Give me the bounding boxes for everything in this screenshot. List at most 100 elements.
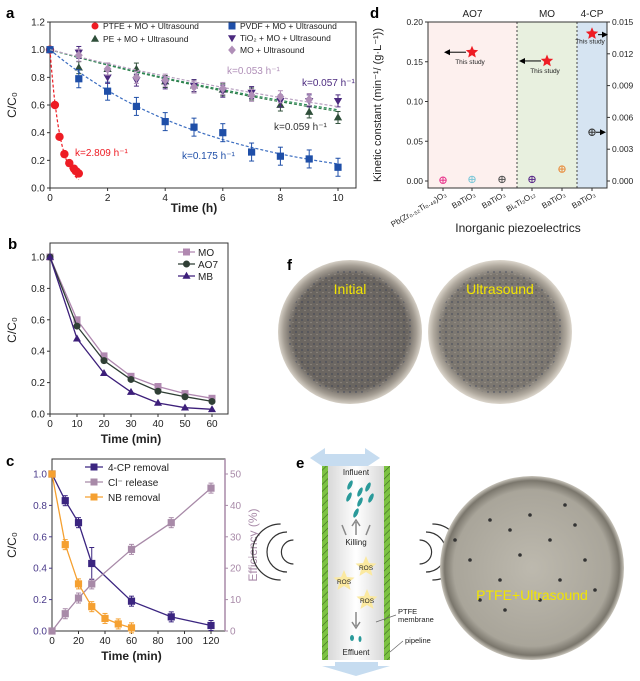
data-point-0 (74, 169, 84, 178)
legend-label-1: PE + MO + Ultrasound (103, 34, 189, 44)
data-point-4 (190, 82, 198, 92)
y-right-tick-label-c: 40 (230, 501, 242, 512)
legend-marker-1 (90, 478, 98, 486)
bacteria-icon (368, 493, 374, 503)
data-point-1 (100, 357, 108, 365)
this-study-label-1: This study (530, 68, 560, 75)
legend-marker-4 (228, 45, 236, 55)
data-point-4 (218, 83, 227, 94)
ultrasound-wave-left-icon (252, 523, 281, 581)
this-study-label-2: This study (575, 39, 605, 46)
x-tick-label-c: 20 (73, 636, 85, 647)
legend-marker-2 (90, 493, 98, 501)
data-point-2 (276, 152, 284, 160)
panel-label-d: d (370, 5, 379, 22)
y-tick-label-b: 0.8 (31, 284, 45, 295)
series-line-1 (51, 487, 212, 632)
y-tick-label-a: 1.2 (31, 18, 45, 29)
rate-constant-label-2: k=0.175 h⁻¹ (182, 151, 235, 162)
rate-constant-label-1: k=0.059 h⁻¹ (274, 122, 327, 133)
data-point-1 (167, 519, 175, 527)
legend-marker-0 (183, 248, 190, 256)
bacteria-colony (593, 588, 597, 592)
rate-constant-label-4: k=0.053 h⁻¹ (227, 66, 280, 77)
membrane-label: PTFE (398, 607, 417, 616)
data-point-2 (75, 75, 83, 83)
category-label-1: BaTiO₃ (450, 190, 477, 211)
y-right-tick-label-d: 0.015 (612, 17, 634, 27)
category-label-2: BaTiO₃ (480, 190, 507, 211)
y-right-tick-label-c: 20 (230, 564, 242, 575)
y-tick-label-b: 0.2 (31, 378, 45, 389)
data-point-4 (74, 50, 83, 60)
flow-arrow-top-icon (310, 448, 380, 468)
group-band-0 (428, 22, 517, 188)
ros-burst-icon (356, 589, 378, 609)
data-point-0 (50, 100, 60, 110)
data-point-2 (334, 163, 342, 171)
data-point-0 (60, 149, 69, 159)
ultrasound-wave-left-icon (266, 531, 288, 573)
y-axis-label-a: C/C₀ (5, 92, 19, 118)
data-point-2 (190, 123, 198, 131)
plot-frame-d (427, 21, 608, 189)
category-label-4: BaTiO₃ (540, 190, 567, 211)
data-point-4 (103, 64, 112, 74)
bacteria-icon (357, 487, 363, 497)
data-point-5 (588, 128, 596, 136)
rate-constant-label-3: k=0.057 h⁻¹ (302, 78, 355, 89)
y-tick-label-b: 0.0 (31, 410, 45, 421)
data-point-0 (73, 316, 81, 324)
data-point-0 (207, 621, 215, 630)
panel-label-b: b (8, 236, 17, 253)
y-right-tick-label-d: 0.003 (612, 144, 634, 154)
y-tick-label-a: 1.0 (31, 45, 45, 56)
up-arrow-icon (341, 518, 371, 536)
bacteria-colony (548, 538, 552, 542)
data-point-1 (61, 610, 69, 618)
data-point-0 (127, 597, 136, 605)
bacteria-fragment-icon (358, 636, 362, 642)
legend-marker-0 (91, 22, 99, 30)
group-band-2 (577, 22, 607, 188)
group-label-2: 4-CP (581, 9, 604, 20)
fit-line-4 (49, 49, 339, 108)
x-axis-label-d: Inorganic piezoelectrics (455, 221, 580, 235)
data-point-1 (74, 594, 83, 602)
panel-label-a: a (6, 5, 15, 22)
data-point-0 (167, 613, 175, 621)
x-tick-label-a: 0 (47, 193, 53, 204)
bacteria-colony (538, 598, 542, 602)
y-tick-label-d: 0.00 (406, 176, 423, 186)
y-tick-label-d: 0.10 (406, 97, 423, 107)
x-tick-label-a: 2 (105, 193, 111, 204)
x-tick-label-b: 20 (98, 419, 110, 430)
legend-marker-2 (182, 271, 191, 279)
data-point-2 (72, 334, 82, 342)
data-point-3 (103, 74, 112, 82)
down-arrow-icon (351, 612, 361, 630)
right-arrow-icon (600, 129, 606, 136)
x-tick-label-a: 8 (278, 193, 284, 204)
data-point-2 (127, 624, 136, 632)
x-tick-label-b: 50 (179, 419, 191, 430)
y-tick-label-c: 0.2 (33, 595, 47, 606)
panel-label-c: c (6, 453, 14, 470)
x-tick-label-a: 10 (332, 193, 344, 204)
data-point-2 (132, 102, 140, 111)
photo-label-right_label: Ultrasound (466, 281, 534, 297)
bacteria-colony (468, 558, 472, 562)
x-tick-label-b: 30 (125, 419, 137, 430)
y-right-tick-label-d: 0.012 (612, 49, 634, 59)
data-point-4 (132, 72, 141, 83)
bacteria-colony (518, 553, 522, 557)
ptfe-membrane-tube (328, 466, 384, 660)
membrane-label-2: membrane (398, 615, 434, 624)
legend-label-1: Cl⁻ release (108, 478, 159, 489)
this-study-star-0 (465, 45, 479, 58)
bacteria-fragment-icon (350, 635, 354, 641)
data-point-4 (161, 75, 170, 85)
y-tick-label-a: 0.4 (31, 128, 45, 139)
legend-marker-2 (228, 22, 236, 30)
this-study-star-2 (585, 27, 599, 39)
